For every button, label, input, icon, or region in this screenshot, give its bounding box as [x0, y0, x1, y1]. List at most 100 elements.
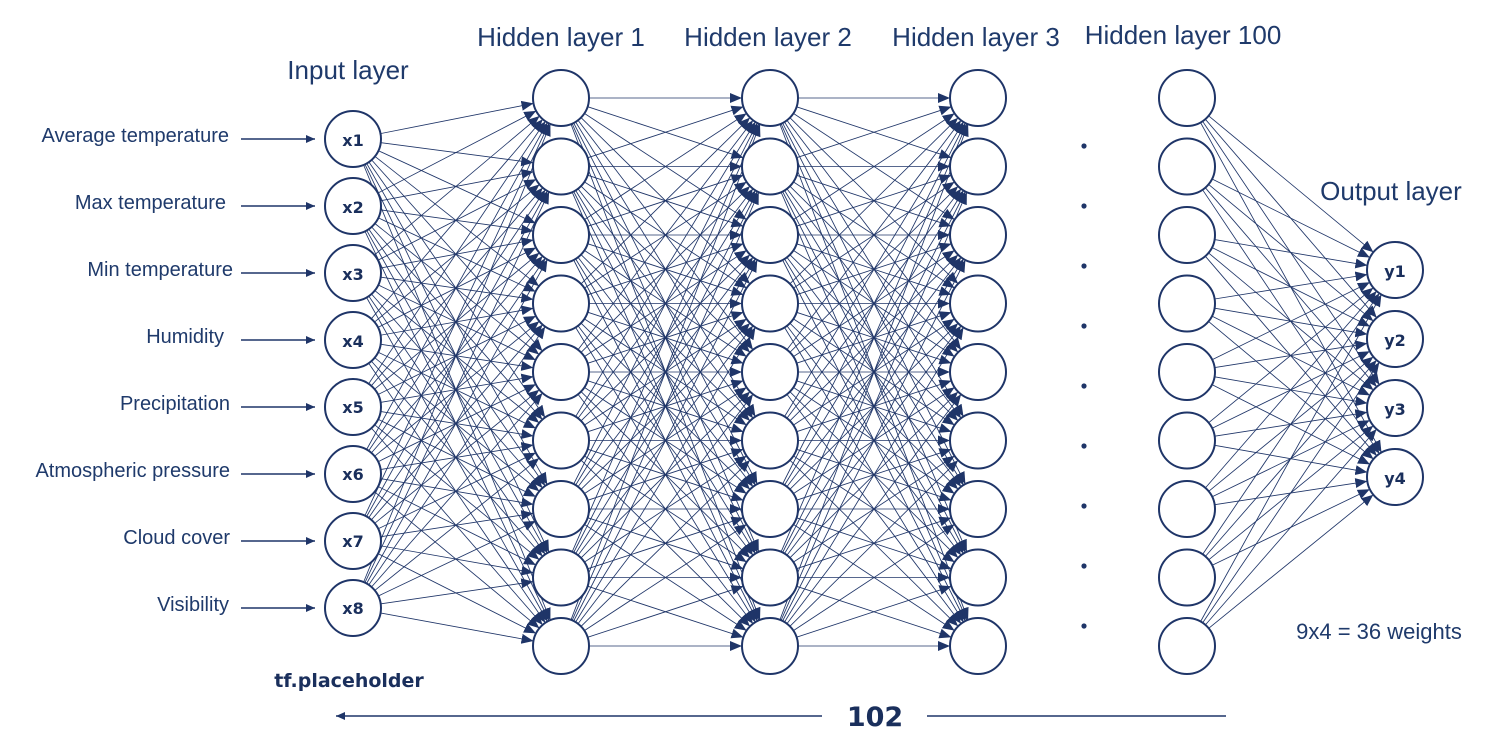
connection-input-to-hidden1 [377, 553, 537, 634]
connection-input-to-hidden1 [371, 226, 543, 420]
input-node-label: x4 [342, 332, 363, 351]
hidden-node-layer-3 [949, 411, 1007, 470]
connection-hidden100-to-output [1205, 428, 1377, 626]
hidden-node-layer-100 [1158, 617, 1216, 675]
input-node-label: x6 [342, 465, 363, 484]
connection-input-to-hidden1 [380, 510, 534, 538]
connection-input-to-hidden1 [371, 360, 543, 557]
connection-hidden1-to-hidden2 [570, 124, 761, 620]
hidden-node-layer-2 [741, 206, 799, 264]
input-feature-label: Precipitation [120, 393, 230, 415]
connection-hidden2-to-hidden3 [782, 122, 966, 485]
connection-hidden1-to-hidden2 [587, 585, 744, 638]
connection-input-to-hidden1 [380, 545, 534, 576]
ellipsis-dot [1081, 443, 1087, 449]
hidden-node-layer-2 [741, 274, 799, 333]
connection-input-to-hidden1 [380, 100, 534, 135]
input-node-label: x5 [342, 398, 363, 417]
output-node-label: y4 [1384, 469, 1406, 488]
connection-input-to-hidden1 [374, 156, 540, 287]
ellipsis-dot [1081, 323, 1087, 329]
hidden-layer-2-title: Hidden layer 2 [684, 22, 852, 52]
input-feature-label: Min temperature [87, 259, 233, 281]
hidden-layer-100-title: Hidden layer 100 [1085, 20, 1282, 50]
hidden-node-layer-100 [1158, 69, 1216, 127]
hidden-node-layer-1 [532, 274, 590, 333]
hidden-node-layer-1 [532, 137, 590, 196]
nodes-group [324, 69, 1424, 675]
connection-hidden2-to-hidden3 [786, 120, 962, 350]
input-node [324, 244, 382, 302]
connection-input-to-hidden1 [366, 297, 548, 622]
hidden-node-layer-1 [532, 206, 590, 264]
input-node-label: x8 [342, 599, 363, 618]
connection-input-to-hidden1 [363, 123, 551, 583]
connection-input-to-hidden1 [378, 520, 536, 597]
hidden-node-layer-3 [949, 69, 1007, 127]
connection-input-to-hidden1 [380, 478, 534, 508]
connection-input-to-hidden1 [378, 217, 536, 292]
connection-hidden2-to-hidden3 [786, 394, 962, 624]
connection-hidden2-to-hidden3 [796, 105, 952, 159]
hidden-node-layer-2 [741, 343, 799, 401]
connection-hidden100-to-output [1208, 115, 1374, 253]
output-node-label: y1 [1384, 262, 1406, 281]
hidden-node-layer-3 [949, 548, 1007, 607]
connection-hidden100-to-output [1202, 292, 1380, 555]
input-feature-label: Visibility [157, 594, 229, 616]
hidden-node-layer-2 [741, 137, 799, 196]
output-node [1366, 241, 1424, 299]
connection-hidden2-to-hidden3 [793, 113, 955, 220]
connection-input-to-hidden1 [377, 110, 537, 194]
input-node [324, 378, 382, 436]
hidden-node-layer-2 [741, 548, 799, 607]
connection-input-to-hidden1 [374, 357, 540, 492]
input-node [324, 177, 382, 235]
hidden-node-layer-1 [532, 617, 590, 675]
connection-hidden2-to-hidden3 [780, 192, 968, 621]
connection-hidden100-to-output [1208, 494, 1374, 629]
hidden-node-layer-1 [532, 480, 590, 538]
connection-hidden1-to-hidden2 [573, 122, 758, 485]
input-node-label: x1 [342, 131, 363, 150]
input-layer-title: Input layer [287, 55, 409, 85]
connection-input-to-hidden1 [371, 392, 543, 588]
connection-input-to-hidden1 [374, 491, 540, 629]
hidden-node-layer-100 [1158, 137, 1216, 196]
connection-input-to-hidden1 [378, 150, 536, 224]
ellipsis-dot [1081, 143, 1087, 149]
connection-input-to-hidden1 [371, 293, 543, 489]
connection-hidden1-to-hidden2 [584, 524, 747, 631]
connection-input-to-hidden1 [368, 326, 546, 586]
connection-hidden1-to-hidden2 [573, 259, 758, 622]
hidden-node-layer-100 [1158, 274, 1216, 333]
connection-input-to-hidden1 [380, 441, 534, 470]
connection-hidden1-to-hidden2 [571, 123, 760, 552]
layer-ellipsis-dots [1081, 143, 1087, 629]
connection-hidden2-to-hidden3 [789, 117, 959, 285]
connection-input-to-hidden1 [364, 123, 550, 516]
hidden-node-layer-3 [949, 274, 1007, 333]
connection-input-to-hidden1 [374, 457, 540, 591]
connection-input-to-hidden1 [380, 578, 534, 605]
connection-input-to-hidden1 [364, 191, 550, 583]
input-node [324, 512, 382, 570]
hidden-node-layer-1 [532, 411, 590, 470]
connection-input-to-hidden1 [366, 230, 548, 554]
connection-input-to-hidden1 [368, 228, 546, 487]
connection-input-to-hidden1 [380, 612, 534, 644]
connection-input-to-hidden1 [374, 223, 540, 355]
input-node-label: x3 [342, 265, 363, 284]
connection-input-to-hidden1 [366, 259, 548, 584]
connection-input-to-hidden1 [377, 247, 537, 328]
hidden-layer-3-title: Hidden layer 3 [892, 22, 1060, 52]
connection-hidden1-to-hidden2 [575, 327, 756, 623]
connection-input-to-hidden1 [366, 122, 548, 450]
connection-hidden1-to-hidden2 [577, 120, 754, 350]
input-node-label: x7 [342, 532, 363, 551]
input-feature-label: Humidity [146, 326, 224, 348]
output-layer-title: Output layer [1320, 176, 1462, 206]
connections-group [363, 93, 1382, 651]
hidden-node-layer-3 [949, 617, 1007, 675]
